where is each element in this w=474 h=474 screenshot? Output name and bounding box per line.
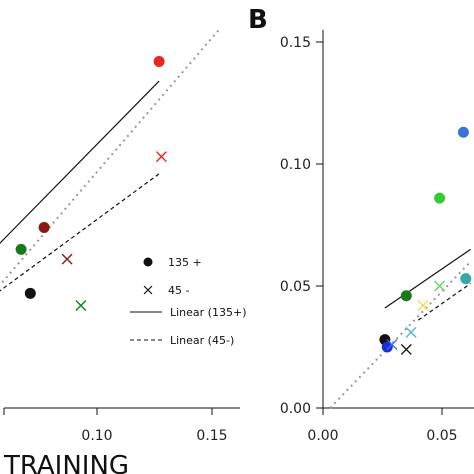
panel-a-cross-point bbox=[61, 253, 73, 265]
panel-b-y-tick-label: 0.10 bbox=[280, 157, 311, 173]
x-axis-label-training: TRAINING bbox=[3, 451, 129, 474]
panel-label-b: B bbox=[248, 5, 268, 35]
panel-b-y-tick-label: 0.05 bbox=[280, 279, 311, 295]
panel-a-dot-point bbox=[38, 221, 50, 233]
legend-entry-label: Linear (45-) bbox=[170, 334, 234, 347]
panel-b-y-tick-label: 0.15 bbox=[280, 35, 311, 51]
panel-b-dot-point bbox=[381, 341, 393, 353]
panel-a-x-tick-label: 0.10 bbox=[81, 428, 112, 444]
legend-entry-label: 135 + bbox=[168, 256, 202, 269]
panel-a-dot-point bbox=[153, 56, 165, 68]
legend-dot-marker bbox=[143, 257, 153, 267]
panel-a-plot: 0.10 0.15 135 + 45 - Linear (135+) Linear (45… bbox=[0, 29, 246, 444]
panel-a-dot-point bbox=[15, 243, 27, 255]
panel-b-dot-point bbox=[400, 290, 412, 302]
panel-a-x-tick-label: 0.15 bbox=[196, 428, 227, 444]
panel-b-cross-point bbox=[434, 280, 446, 292]
panel-a-dashed-trend-line bbox=[0, 173, 160, 292]
panel-b-dot-point bbox=[434, 192, 446, 204]
panel-a-solid-trend-line bbox=[0, 80, 160, 244]
legend-cross-marker bbox=[143, 285, 153, 295]
panel-b-cross-point bbox=[386, 339, 398, 351]
panel-b-x-tick-label: 0.00 bbox=[307, 428, 338, 444]
panel-a-dot-point bbox=[24, 287, 36, 299]
panel-b-dashed-trend-line bbox=[417, 283, 471, 321]
panel-b-x-tick-label: 0.05 bbox=[426, 428, 457, 444]
panel-b-cross-point bbox=[417, 300, 429, 312]
panel-b-cross-point bbox=[405, 326, 417, 338]
panel-b-cross-point bbox=[400, 343, 412, 355]
legend-entry-label: Linear (135+) bbox=[170, 306, 246, 319]
panel-b-dot-point bbox=[457, 126, 469, 138]
panel-a-cross-point bbox=[155, 151, 167, 163]
panel-b-solid-trend-line bbox=[384, 248, 471, 309]
panel-b-dotted-trend-line bbox=[329, 260, 472, 409]
panel-b-y-tick-label: 0.00 bbox=[280, 401, 311, 417]
panel-b-plot: 0.00 0.05 0.00 0.05 0.10 0.15 bbox=[280, 30, 474, 444]
panel-b-dot-point bbox=[460, 273, 472, 285]
panel-a-cross-point bbox=[75, 300, 87, 312]
legend-entry-label: 45 - bbox=[168, 284, 189, 297]
